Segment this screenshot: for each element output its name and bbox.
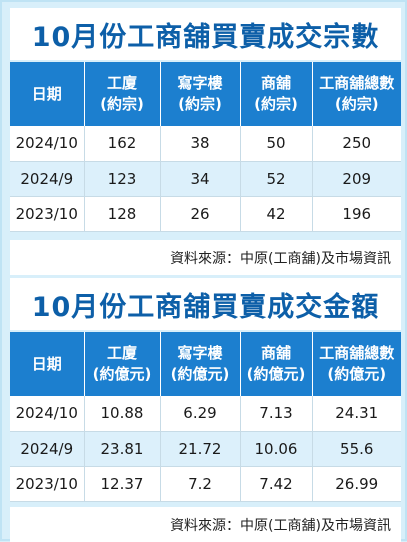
cell-industrial: 128: [83, 196, 160, 232]
header-date: 日期: [10, 62, 84, 126]
source-note: 資料來源：中原(工商舖)及市場資訊: [10, 507, 401, 542]
cell-date: 2024/10: [10, 126, 84, 162]
header-label: 工廈: [106, 74, 137, 92]
cell-date: 2024/9: [10, 431, 84, 467]
header-date-label: 日期: [31, 354, 62, 373]
cell-total: 196: [311, 196, 401, 232]
cell-total: 24.31: [311, 396, 401, 432]
cell-office: 21.72: [159, 431, 240, 467]
cell-shop: 50: [239, 126, 312, 162]
table-row: 2024/10 10.88 6.29 7.13 24.31: [10, 396, 401, 432]
header-label: 工商舖總數: [319, 344, 395, 362]
header-office: 寫字樓 (約億元): [159, 332, 240, 396]
table-header-row: 日期 工廈 (約億元) 寫字樓 (約億元) 商舖 (約億元) 工商舖總數 (約億元): [10, 332, 401, 396]
header-unit: (約億元): [170, 365, 230, 383]
cell-date: 2023/10: [10, 466, 84, 502]
header-label: 寫字樓: [177, 74, 223, 92]
cell-office: 38: [159, 126, 240, 162]
table-header-row: 日期 工廈 (約宗) 寫字樓 (約宗) 商舖 (約宗) 工商舖總數 (約宗): [10, 62, 401, 126]
deal-value-title: 10月份工商舖買賣成交金額: [10, 278, 401, 330]
table-row: 2023/10 12.37 7.2 7.42 26.99: [10, 466, 401, 502]
deal-value-table: 日期 工廈 (約億元) 寫字樓 (約億元) 商舖 (約億元) 工商舖總數 (約億元) 2…: [10, 332, 401, 502]
cell-office: 26: [159, 196, 240, 232]
cell-industrial: 12.37: [83, 466, 160, 502]
table-row: 2024/9 23.81 21.72 10.06 55.6: [10, 431, 401, 467]
source-note: 資料來源：中原(工商舖)及市場資訊: [10, 240, 401, 275]
deal-count-table: 日期 工廈 (約宗) 寫字樓 (約宗) 商舖 (約宗) 工商舖總數 (約宗) 2024/…: [10, 62, 401, 232]
header-unit: (約億元): [246, 365, 306, 383]
cell-office: 6.29: [159, 396, 240, 432]
header-unit: (約億元): [92, 365, 152, 383]
table-row: 2024/9 123 34 52 209: [10, 161, 401, 197]
cell-office: 7.2: [159, 466, 240, 502]
header-label: 商舖: [260, 74, 291, 92]
deal-count-title: 10月份工商舖買賣成交宗數: [10, 8, 401, 60]
cell-date: 2024/9: [10, 161, 84, 197]
cell-industrial: 123: [83, 161, 160, 197]
header-total: 工商舖總數 (約億元): [311, 332, 401, 396]
header-office: 寫字樓 (約宗): [159, 62, 240, 126]
cell-industrial: 10.88: [83, 396, 160, 432]
header-unit: (約宗): [334, 95, 379, 113]
header-shop: 商舖 (約億元): [239, 332, 312, 396]
header-label: 寫字樓: [177, 344, 223, 362]
table-row: 2024/10 162 38 50 250: [10, 126, 401, 162]
cell-shop: 10.06: [239, 431, 312, 467]
header-unit: (約宗): [254, 95, 298, 113]
header-date: 日期: [10, 332, 84, 396]
cell-office: 34: [159, 161, 240, 197]
cell-total: 250: [311, 126, 401, 162]
header-date-label: 日期: [31, 84, 62, 103]
header-industrial: 工廈 (約宗): [83, 62, 160, 126]
cell-date: 2024/10: [10, 396, 84, 432]
table-row: 2023/10 128 26 42 196: [10, 196, 401, 232]
header-unit: (約宗): [178, 95, 222, 113]
cell-total: 209: [311, 161, 401, 197]
header-total: 工商舖總數 (約宗): [311, 62, 401, 126]
cell-industrial: 162: [83, 126, 160, 162]
cell-total: 26.99: [311, 466, 401, 502]
cell-total: 55.6: [311, 431, 401, 467]
cell-shop: 42: [239, 196, 312, 232]
header-label: 商舖: [260, 344, 291, 362]
header-unit: (約宗): [100, 95, 144, 113]
cell-shop: 7.13: [239, 396, 312, 432]
cell-industrial: 23.81: [83, 431, 160, 467]
cell-shop: 52: [239, 161, 312, 197]
header-shop: 商舖 (約宗): [239, 62, 312, 126]
cell-date: 2023/10: [10, 196, 84, 232]
header-label: 工商舖總數: [319, 74, 395, 92]
header-industrial: 工廈 (約億元): [83, 332, 160, 396]
header-unit: (約億元): [327, 365, 387, 383]
header-label: 工廈: [106, 344, 137, 362]
cell-shop: 7.42: [239, 466, 312, 502]
